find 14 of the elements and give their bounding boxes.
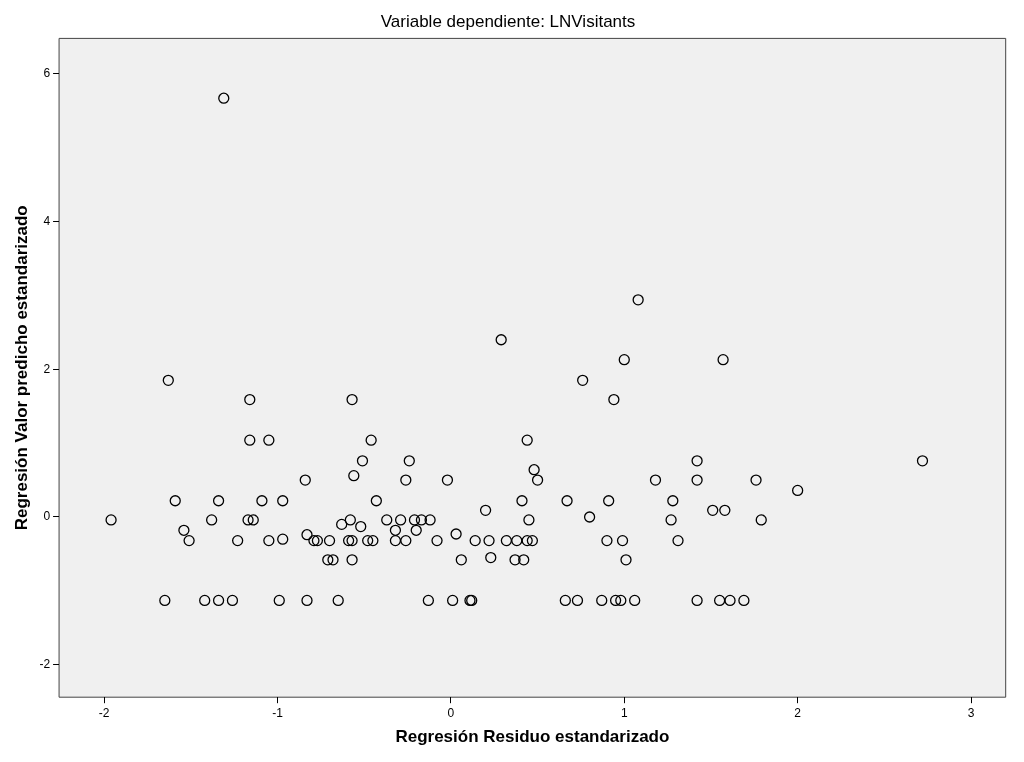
x-axis-title: Regresión Residuo estandarizado — [395, 727, 670, 747]
x-tick-label: -1 — [272, 705, 284, 720]
x-tick-label: 1 — [620, 705, 628, 720]
y-tick-label: 4 — [43, 213, 51, 228]
x-tick-label: 2 — [794, 705, 802, 720]
y-tick-label: 6 — [43, 66, 51, 81]
y-tick-label: -2 — [39, 657, 51, 672]
y-tick-label: 2 — [43, 361, 51, 376]
x-tick-label: 3 — [967, 705, 975, 720]
y-tick-label: 0 — [43, 509, 51, 524]
x-tick-label: 0 — [447, 705, 455, 720]
chart-title: Variable dependiente: LNVisitants — [380, 11, 636, 31]
y-axis-title: Regresión Valor predicho estandarizado — [11, 205, 31, 531]
x-tick-label: -2 — [98, 705, 110, 720]
